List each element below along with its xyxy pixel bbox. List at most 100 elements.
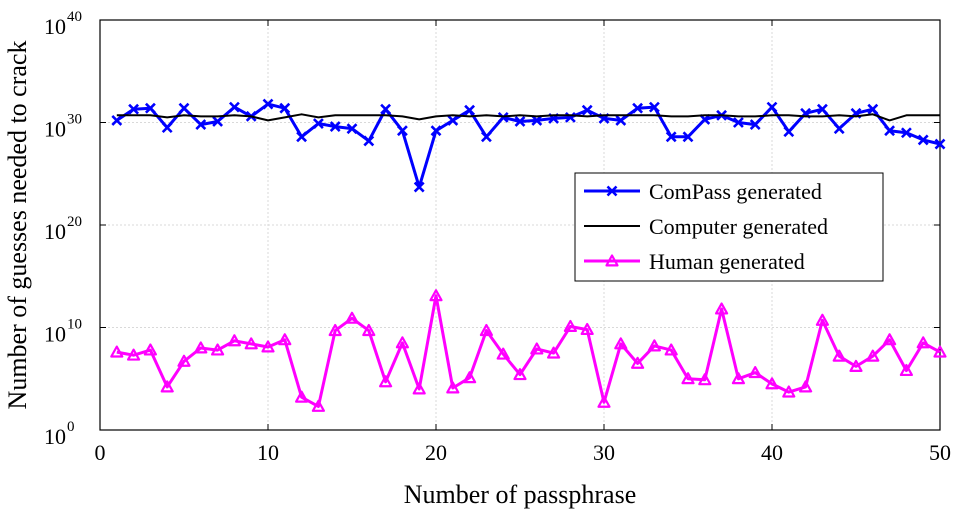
data-point-human-generated — [479, 323, 493, 337]
data-point-compass-generated — [816, 103, 828, 115]
data-point-human-generated — [866, 349, 880, 362]
y-tick-label-exponent: 0 — [67, 419, 75, 435]
y-tick-label-exponent: 40 — [67, 9, 82, 25]
data-point-compass-generated — [682, 131, 694, 143]
data-point-human-generated — [715, 302, 729, 315]
data-point-human-generated — [244, 337, 258, 350]
data-point-compass-generated — [749, 119, 761, 130]
data-point-human-generated — [748, 366, 762, 379]
data-point-compass-generated — [279, 102, 291, 114]
data-point-human-generated — [127, 348, 141, 361]
data-point-compass-generated — [531, 115, 543, 126]
data-point-human-generated — [463, 371, 477, 384]
data-point-human-generated — [345, 311, 359, 324]
data-point-compass-generated — [867, 103, 879, 115]
data-point-compass-generated — [128, 103, 140, 115]
data-point-human-generated — [496, 347, 510, 360]
y-tick-label-exponent: 30 — [67, 112, 82, 128]
legend-entry-computer-generated: Computer generated — [584, 214, 828, 239]
data-point-compass-generated — [766, 101, 778, 113]
data-point-human-generated — [547, 346, 561, 359]
data-point-human-generated — [731, 372, 745, 385]
data-point-human-generated — [328, 323, 342, 337]
data-point-human-generated — [261, 340, 275, 353]
data-point-compass-generated — [480, 131, 492, 143]
y-tick-label-exponent: 10 — [67, 317, 82, 333]
data-point-compass-generated — [178, 102, 190, 114]
data-point-compass-generated — [161, 122, 173, 134]
data-point-compass-generated — [262, 98, 274, 110]
y-axis-label: Number of guesses needed to crack — [3, 41, 32, 410]
data-point-compass-generated — [111, 115, 123, 126]
data-point-compass-generated — [447, 115, 459, 126]
data-point-human-generated — [933, 345, 947, 358]
y-tick-label-exponent: 20 — [67, 214, 82, 230]
data-point-human-generated — [782, 385, 796, 398]
data-point-compass-generated — [312, 118, 324, 129]
series-human-generated — [110, 289, 947, 412]
legend: ComPass generated Computer generated Human… — [574, 172, 884, 282]
data-point-human-generated — [765, 377, 779, 390]
data-point-compass-generated — [783, 126, 795, 138]
data-point-compass-generated — [632, 102, 644, 114]
data-point-compass-generated — [732, 117, 744, 128]
data-point-human-generated — [849, 359, 863, 372]
x-tick-label: 0 — [95, 440, 106, 465]
data-point-human-generated — [899, 363, 913, 377]
data-point-human-generated — [799, 380, 813, 393]
data-point-human-generated — [227, 334, 241, 347]
x-axis-label: Number of passphrase — [404, 480, 637, 509]
data-point-compass-generated — [934, 138, 946, 150]
legend-label: Computer generated — [649, 214, 828, 239]
data-point-human-generated — [513, 368, 527, 381]
data-point-human-generated — [446, 381, 460, 394]
series-computer-generated — [116, 113, 940, 122]
data-point-compass-generated — [581, 104, 593, 116]
series-line-computer-generated — [116, 113, 940, 122]
x-tick-label: 30 — [593, 440, 615, 465]
data-point-human-generated — [311, 399, 325, 412]
series-group — [110, 98, 947, 412]
data-point-human-generated — [211, 343, 225, 356]
data-point-compass-generated — [900, 127, 912, 139]
y-tick-label: 10 40 — [44, 9, 82, 39]
data-point-compass-generated — [917, 134, 929, 146]
data-point-compass-generated — [514, 116, 526, 127]
data-point-human-generated — [832, 349, 846, 362]
x-tick-label: 50 — [929, 440, 951, 465]
data-point-human-generated — [429, 289, 443, 302]
y-tick-label: 10 20 — [44, 214, 82, 244]
data-point-human-generated — [563, 319, 577, 332]
data-point-human-generated — [815, 313, 829, 326]
data-point-compass-generated — [144, 102, 156, 114]
data-point-human-generated — [160, 380, 174, 393]
legend-label: Human generated — [649, 249, 805, 274]
data-point-compass-generated — [329, 121, 341, 133]
data-point-human-generated — [110, 345, 124, 358]
data-point-human-generated — [681, 372, 695, 385]
data-point-human-generated — [143, 343, 157, 356]
y-tick-label-base: 10 — [44, 14, 66, 39]
legend-label: ComPass generated — [649, 179, 822, 204]
x-tick-label: 10 — [257, 440, 279, 465]
data-point-human-generated — [362, 323, 376, 337]
y-tick-label: 10 10 — [44, 317, 82, 347]
data-point-compass-generated — [665, 131, 677, 143]
data-point-compass-generated — [413, 181, 425, 193]
data-point-human-generated — [631, 356, 645, 369]
data-point-human-generated — [295, 390, 309, 403]
y-tick-label-base: 10 — [44, 117, 66, 142]
data-point-compass-generated — [430, 125, 442, 137]
data-point-compass-generated — [296, 131, 308, 143]
y-tick-label: 10 0 — [44, 419, 75, 449]
data-point-compass-generated — [228, 101, 240, 113]
data-point-human-generated — [530, 342, 544, 355]
data-point-human-generated — [698, 373, 712, 386]
data-point-human-generated — [647, 339, 661, 352]
data-point-compass-generated — [833, 123, 845, 135]
x-tick-label: 40 — [761, 440, 783, 465]
data-point-human-generated — [177, 354, 191, 367]
data-point-human-generated — [883, 333, 897, 346]
